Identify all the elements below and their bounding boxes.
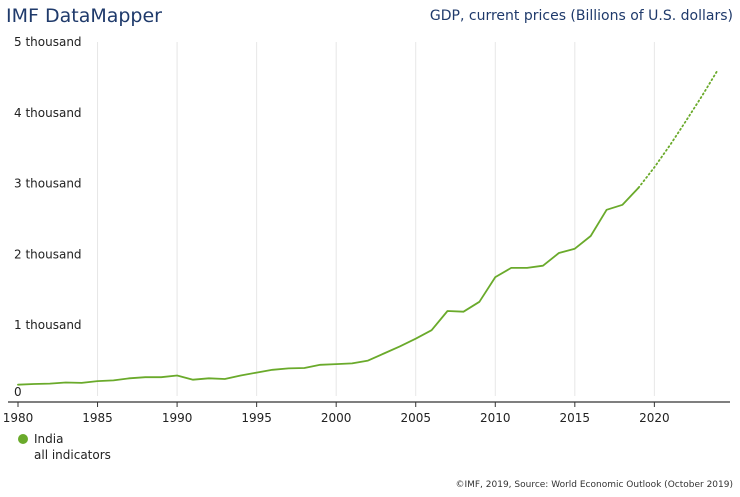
- x-tick-label: 2020: [639, 411, 670, 425]
- x-tick-label: 2010: [480, 411, 511, 425]
- x-tick-labels: 1980 1985 1990 1995 2000 2005 2010 2015 2020: [3, 411, 670, 425]
- x-tick-label: 2000: [321, 411, 352, 425]
- y-tick-label: 5 thousand: [14, 35, 82, 49]
- legend-country[interactable]: India: [34, 432, 64, 446]
- series-line-india: [17, 186, 640, 386]
- y-tick-label: 3 thousand: [14, 177, 82, 191]
- indicator-title: GDP, current prices (Billions of U.S. do…: [429, 8, 733, 24]
- legend[interactable]: India all indicators: [18, 431, 111, 463]
- series-lines: [17, 68, 719, 386]
- legend-subtitle[interactable]: all indicators: [34, 448, 111, 462]
- x-tick-label: 1990: [162, 411, 193, 425]
- x-tick-label: 2015: [560, 411, 591, 425]
- x-tick-label: 1985: [82, 411, 113, 425]
- y-tick-label: 2 thousand: [14, 247, 82, 261]
- brand-title: IMF DataMapper: [6, 5, 162, 27]
- x-tick-label: 1995: [241, 411, 272, 425]
- y-tick-label: 0: [14, 385, 22, 399]
- grid: [97, 42, 655, 396]
- x-tick-label: 1980: [3, 411, 34, 425]
- y-tick-label: 4 thousand: [14, 106, 82, 120]
- source-note: ©IMF, 2019, Source: World Economic Outlo…: [455, 480, 733, 490]
- legend-swatch: [18, 434, 28, 444]
- x-axis: [8, 401, 730, 407]
- y-tick-labels: 0 1 thousand 2 thousand 3 thousand 4 thousan…: [14, 35, 82, 399]
- y-tick-label: 1 thousand: [14, 318, 82, 332]
- series-line-projection: [637, 68, 719, 189]
- x-tick-label: 2005: [400, 411, 431, 425]
